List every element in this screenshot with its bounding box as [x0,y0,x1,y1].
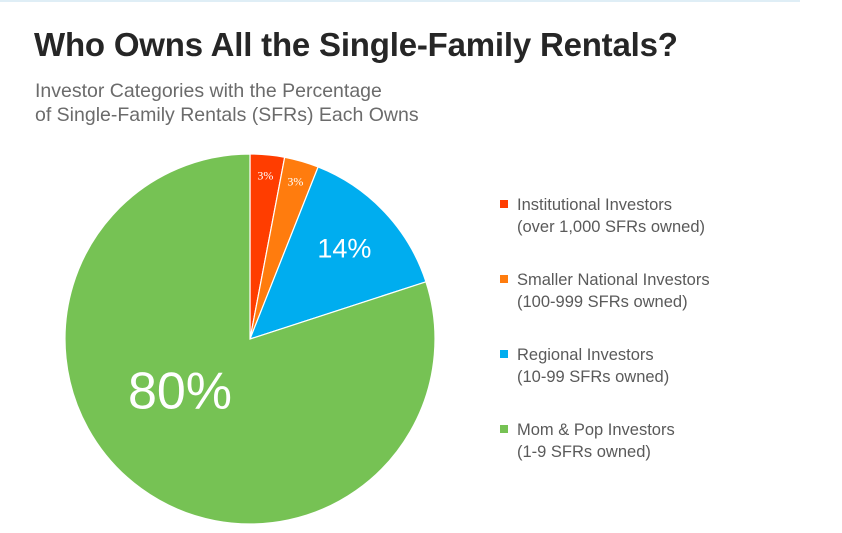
slice-data-label: 14% [317,233,371,263]
legend-detail: (1-9 SFRs owned) [517,443,651,461]
top-rule [0,0,800,2]
chart-subtitle: Investor Categories with the Percentage … [35,79,419,127]
subtitle-line-1: Investor Categories with the Percentage [35,80,382,102]
legend-swatch [500,200,508,208]
legend-label: Institutional Investors [517,196,672,214]
pie-slice [64,153,436,525]
slice-data-label: 3% [287,174,303,188]
legend-swatch [500,275,508,283]
legend-label: Smaller National Investors [517,271,710,289]
slice-data-label: 3% [257,169,273,183]
legend-item-mom-pop: Mom & Pop Investors (1-9 SFRs owned) [497,419,827,494]
legend-swatch [500,350,508,358]
chart-legend: Institutional Investors (over 1,000 SFRs… [497,194,827,494]
legend-label: Regional Investors [517,346,654,364]
legend-label: Mom & Pop Investors [517,421,675,439]
legend-detail: (10-99 SFRs owned) [517,368,670,386]
legend-item-regional: Regional Investors (10-99 SFRs owned) [497,344,827,419]
legend-detail: (over 1,000 SFRs owned) [517,218,706,236]
legend-detail: (100-999 SFRs owned) [517,293,688,311]
legend-item-smaller-national: Smaller National Investors (100-999 SFRs… [497,269,827,344]
legend-item-institutional: Institutional Investors (over 1,000 SFRs… [497,194,827,269]
chart-title: Who Owns All the Single-Family Rentals? [34,26,678,63]
subtitle-line-2: of Single-Family Rentals (SFRs) Each Own… [35,104,419,126]
slice-data-label: 80% [128,363,232,421]
legend-swatch [500,425,508,433]
